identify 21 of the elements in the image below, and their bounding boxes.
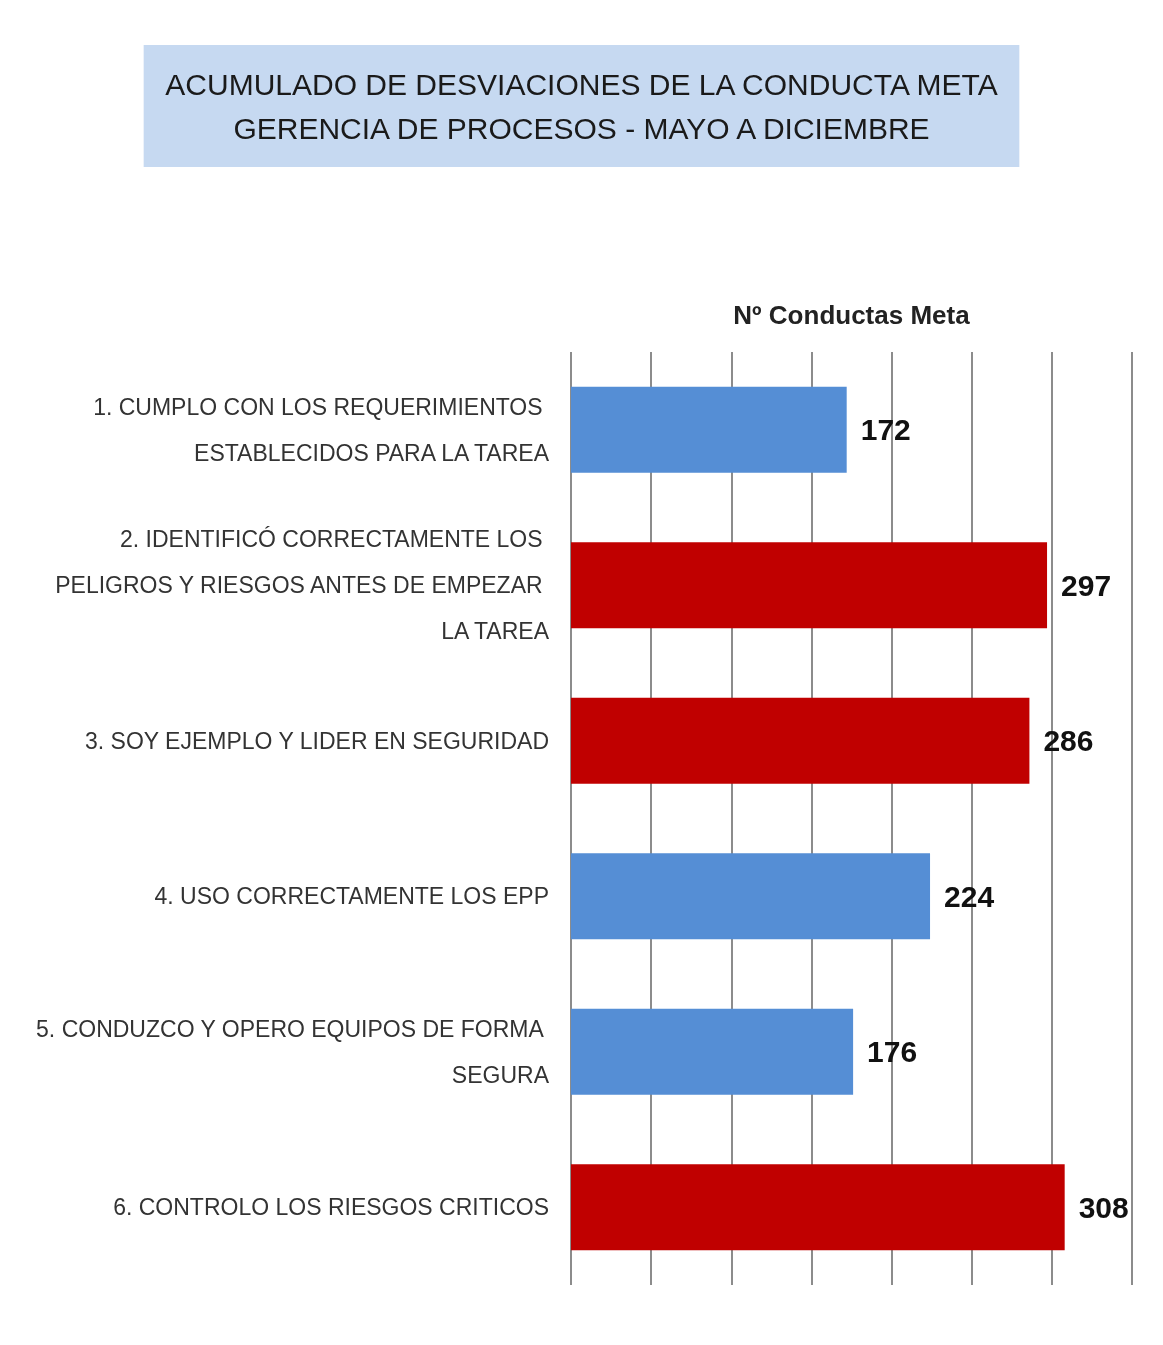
chart-title: ACUMULADO DE DESVIACIONES DE LA CONDUCTA META — [165, 67, 998, 101]
y-tick-label: 2. IDENTIFICÓ CORRECTAMENTE LOS PELIGROS Y RIESGOS ANTES DE EMPEZAR LA TAREA — [55, 526, 550, 645]
bar — [571, 697, 1030, 784]
data-label: 224 — [944, 879, 995, 913]
bar — [571, 386, 847, 473]
y-tick-label: 4. USO CORRECTAMENTE LOS EPP — [154, 883, 549, 910]
bar — [571, 1008, 854, 1095]
bar — [571, 1164, 1065, 1251]
y-tick-label: 6. CONTROLO LOS RIESGOS CRITICOS — [113, 1194, 549, 1221]
y-tick-label: 1. CUMPLO CON LOS REQUERIMIENTOS ESTABLECIDOS PARA LA TAREA — [93, 393, 550, 466]
bar — [571, 853, 931, 940]
data-label: 308 — [1078, 1190, 1129, 1224]
data-label: 297 — [1061, 568, 1112, 602]
bar — [571, 542, 1048, 629]
y-tick-label: 5. CONDUZCO Y OPERO EQUIPOS DE FORMA SEGURA — [36, 1015, 550, 1088]
x-axis-title: Nº Conductas Meta — [733, 300, 971, 330]
data-label: 286 — [1043, 724, 1094, 758]
y-tick-label: 3. SOY EJEMPLO Y LIDER EN SEGURIDAD — [85, 727, 549, 754]
chart-subtitle: GERENCIA DE PROCESOS - MAYO A DICIEMBRE — [233, 111, 930, 145]
data-label: 172 — [860, 413, 911, 447]
data-label: 176 — [867, 1035, 918, 1069]
